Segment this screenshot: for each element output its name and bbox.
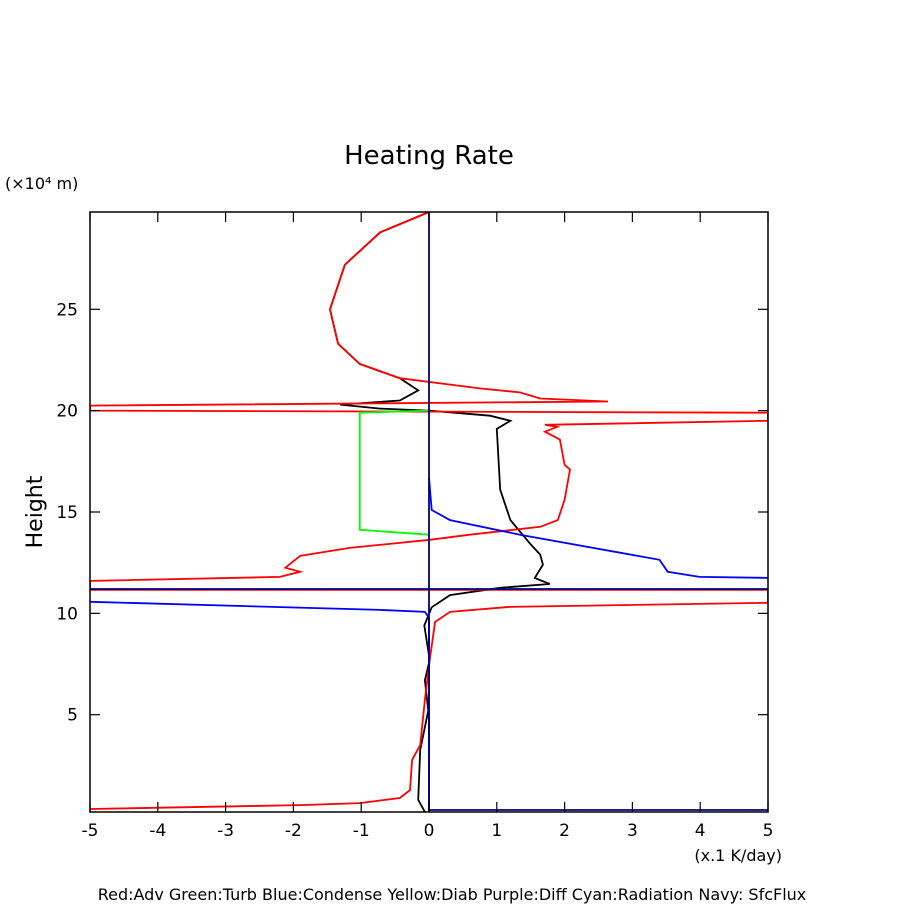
- x-tick-label: 3: [627, 821, 638, 841]
- x-tick-label: -2: [285, 821, 302, 841]
- y-tick-label: 15: [56, 503, 78, 523]
- profile-line: [90, 212, 768, 812]
- plot-area: [90, 212, 768, 812]
- profile-line: [329, 212, 551, 812]
- x-tick-label: -4: [149, 821, 166, 841]
- x-tick-label: -3: [217, 821, 234, 841]
- x-tick-label: 5: [763, 821, 774, 841]
- y-axis-label: Height: [23, 475, 48, 548]
- x-tick-label: 1: [491, 821, 502, 841]
- y-tick-label: 10: [56, 604, 78, 624]
- x-tick-label: 4: [695, 821, 706, 841]
- x-tick-label: 2: [559, 821, 570, 841]
- x-tick-label: -5: [82, 821, 99, 841]
- x-unit: (x.1 K/day): [694, 846, 782, 865]
- chart-title: Heating Rate: [344, 141, 514, 171]
- profile-line: [358, 409, 430, 536]
- y-tick-label: 20: [56, 402, 78, 422]
- y-tick-label: 25: [56, 300, 78, 320]
- y-unit: (×10⁴ m): [5, 174, 78, 193]
- y-tick-label: 5: [67, 706, 78, 726]
- legend-note: Red:Adv Green:Turb Blue:Condense Yellow:…: [98, 885, 807, 904]
- x-tick-label: 0: [424, 821, 435, 841]
- x-tick-label: -1: [353, 821, 370, 841]
